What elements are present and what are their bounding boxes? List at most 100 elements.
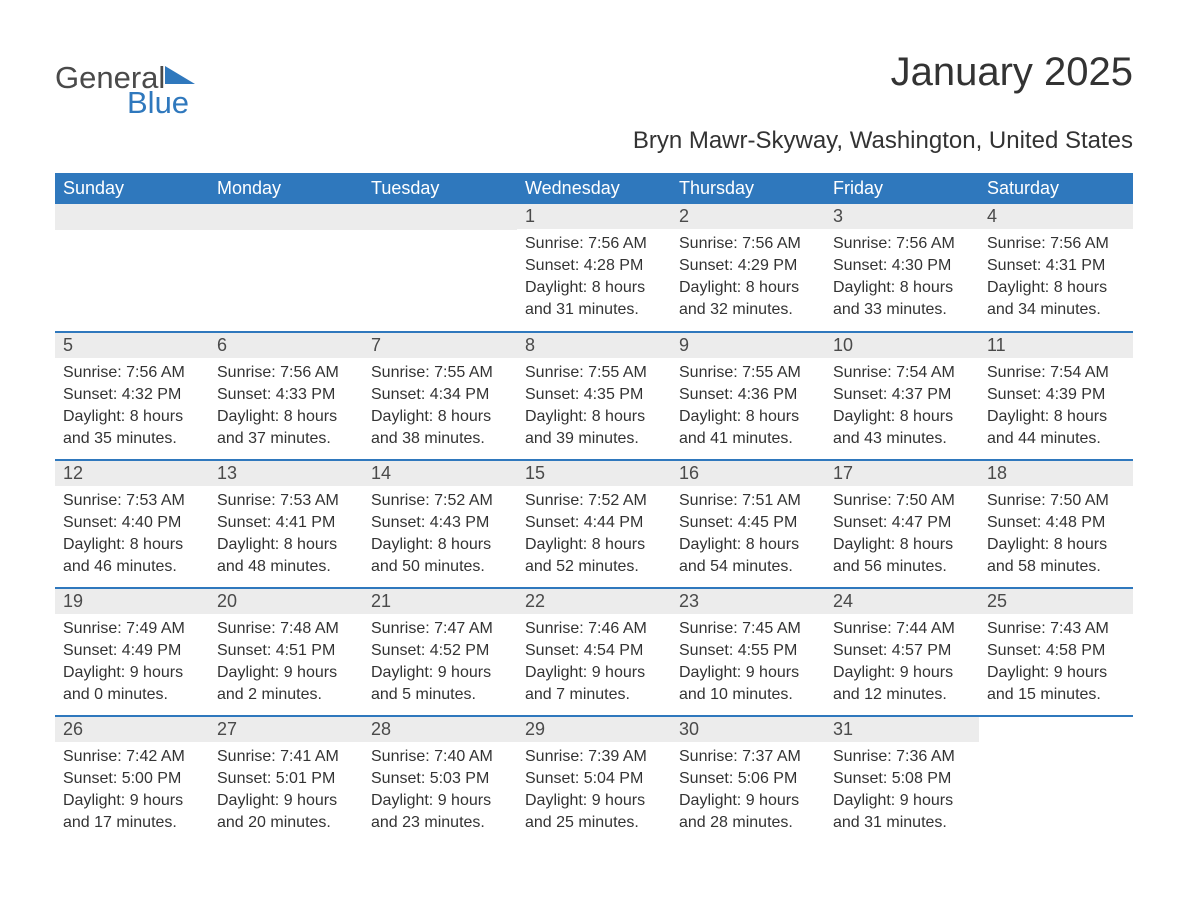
calendar-cell: 28Sunrise: 7:40 AMSunset: 5:03 PMDayligh… — [363, 716, 517, 844]
day-number: 26 — [55, 717, 209, 742]
day-line: Sunrise: 7:56 AM — [987, 233, 1125, 255]
day-content: Sunrise: 7:56 AMSunset: 4:29 PMDaylight:… — [671, 229, 825, 327]
day-number: 13 — [209, 461, 363, 486]
calendar-cell: 1Sunrise: 7:56 AMSunset: 4:28 PMDaylight… — [517, 204, 671, 332]
calendar-cell: 7Sunrise: 7:55 AMSunset: 4:34 PMDaylight… — [363, 332, 517, 460]
page-header: General Blue January 2025 — [55, 50, 1133, 121]
day-content: Sunrise: 7:49 AMSunset: 4:49 PMDaylight:… — [55, 614, 209, 712]
calendar-cell — [55, 204, 209, 332]
day-content: Sunrise: 7:51 AMSunset: 4:45 PMDaylight:… — [671, 486, 825, 584]
day-line: Sunset: 5:08 PM — [833, 768, 971, 790]
calendar-cell — [363, 204, 517, 332]
day-line: Sunrise: 7:50 AM — [833, 490, 971, 512]
day-line: Sunset: 4:30 PM — [833, 255, 971, 277]
calendar-row: 26Sunrise: 7:42 AMSunset: 5:00 PMDayligh… — [55, 716, 1133, 844]
day-line: Daylight: 9 hours — [371, 662, 509, 684]
day-number: 17 — [825, 461, 979, 486]
day-line: and 23 minutes. — [371, 812, 509, 834]
calendar-cell: 24Sunrise: 7:44 AMSunset: 4:57 PMDayligh… — [825, 588, 979, 716]
day-line: Sunset: 4:36 PM — [679, 384, 817, 406]
day-line: Sunset: 4:45 PM — [679, 512, 817, 534]
day-number: 19 — [55, 589, 209, 614]
day-line: and 38 minutes. — [371, 428, 509, 450]
calendar-row: 19Sunrise: 7:49 AMSunset: 4:49 PMDayligh… — [55, 588, 1133, 716]
day-line: and 25 minutes. — [525, 812, 663, 834]
day-line: Daylight: 8 hours — [371, 406, 509, 428]
day-number: 28 — [363, 717, 517, 742]
day-line: and 37 minutes. — [217, 428, 355, 450]
day-content: Sunrise: 7:50 AMSunset: 4:47 PMDaylight:… — [825, 486, 979, 584]
day-content: Sunrise: 7:46 AMSunset: 4:54 PMDaylight:… — [517, 614, 671, 712]
day-line: Sunrise: 7:37 AM — [679, 746, 817, 768]
logo-sail-icon — [165, 66, 195, 84]
day-line: and 44 minutes. — [987, 428, 1125, 450]
day-line: Sunset: 4:47 PM — [833, 512, 971, 534]
day-line: and 41 minutes. — [679, 428, 817, 450]
day-line: Sunset: 4:32 PM — [63, 384, 201, 406]
day-number: 31 — [825, 717, 979, 742]
day-line: Sunset: 4:29 PM — [679, 255, 817, 277]
day-line: and 56 minutes. — [833, 556, 971, 578]
day-line: Daylight: 8 hours — [525, 534, 663, 556]
calendar-cell: 31Sunrise: 7:36 AMSunset: 5:08 PMDayligh… — [825, 716, 979, 844]
day-line: Sunset: 4:49 PM — [63, 640, 201, 662]
day-line: Sunset: 4:35 PM — [525, 384, 663, 406]
day-line: Sunset: 4:28 PM — [525, 255, 663, 277]
day-line: Daylight: 9 hours — [525, 662, 663, 684]
calendar-cell: 27Sunrise: 7:41 AMSunset: 5:01 PMDayligh… — [209, 716, 363, 844]
day-line: Daylight: 8 hours — [833, 534, 971, 556]
day-line: Sunrise: 7:56 AM — [679, 233, 817, 255]
day-number: 30 — [671, 717, 825, 742]
day-number: 27 — [209, 717, 363, 742]
calendar-cell: 11Sunrise: 7:54 AMSunset: 4:39 PMDayligh… — [979, 332, 1133, 460]
calendar-cell: 26Sunrise: 7:42 AMSunset: 5:00 PMDayligh… — [55, 716, 209, 844]
day-number: 21 — [363, 589, 517, 614]
day-number: 9 — [671, 333, 825, 358]
day-content: Sunrise: 7:56 AMSunset: 4:31 PMDaylight:… — [979, 229, 1133, 327]
day-number: 8 — [517, 333, 671, 358]
day-line: Sunrise: 7:56 AM — [525, 233, 663, 255]
day-line: Daylight: 9 hours — [679, 790, 817, 812]
day-line: and 28 minutes. — [679, 812, 817, 834]
day-line: Sunrise: 7:49 AM — [63, 618, 201, 640]
calendar-cell: 2Sunrise: 7:56 AMSunset: 4:29 PMDaylight… — [671, 204, 825, 332]
day-line: and 31 minutes. — [525, 299, 663, 321]
day-content: Sunrise: 7:44 AMSunset: 4:57 PMDaylight:… — [825, 614, 979, 712]
day-line: and 32 minutes. — [679, 299, 817, 321]
day-line: Sunrise: 7:48 AM — [217, 618, 355, 640]
day-content: Sunrise: 7:53 AMSunset: 4:41 PMDaylight:… — [209, 486, 363, 584]
day-line: and 12 minutes. — [833, 684, 971, 706]
day-content: Sunrise: 7:50 AMSunset: 4:48 PMDaylight:… — [979, 486, 1133, 584]
calendar-cell: 17Sunrise: 7:50 AMSunset: 4:47 PMDayligh… — [825, 460, 979, 588]
day-line: Sunrise: 7:56 AM — [63, 362, 201, 384]
day-content: Sunrise: 7:52 AMSunset: 4:44 PMDaylight:… — [517, 486, 671, 584]
day-line: Daylight: 9 hours — [63, 790, 201, 812]
calendar-cell: 16Sunrise: 7:51 AMSunset: 4:45 PMDayligh… — [671, 460, 825, 588]
day-line: Sunset: 4:52 PM — [371, 640, 509, 662]
day-line: Sunrise: 7:40 AM — [371, 746, 509, 768]
day-line: Daylight: 9 hours — [525, 790, 663, 812]
day-number: 3 — [825, 204, 979, 229]
day-line: Sunrise: 7:54 AM — [987, 362, 1125, 384]
day-line: Sunrise: 7:53 AM — [63, 490, 201, 512]
day-line: Daylight: 9 hours — [217, 790, 355, 812]
day-line: Sunset: 5:06 PM — [679, 768, 817, 790]
empty-day-header — [209, 204, 363, 230]
calendar-cell: 29Sunrise: 7:39 AMSunset: 5:04 PMDayligh… — [517, 716, 671, 844]
day-line: Daylight: 8 hours — [987, 406, 1125, 428]
day-line: and 15 minutes. — [987, 684, 1125, 706]
day-number: 2 — [671, 204, 825, 229]
calendar-cell: 20Sunrise: 7:48 AMSunset: 4:51 PMDayligh… — [209, 588, 363, 716]
weekday-header-row: SundayMondayTuesdayWednesdayThursdayFrid… — [55, 173, 1133, 204]
day-line: Sunset: 4:33 PM — [217, 384, 355, 406]
day-content: Sunrise: 7:37 AMSunset: 5:06 PMDaylight:… — [671, 742, 825, 840]
weekday-header: Wednesday — [517, 173, 671, 204]
day-line: Sunrise: 7:55 AM — [679, 362, 817, 384]
day-content: Sunrise: 7:56 AMSunset: 4:30 PMDaylight:… — [825, 229, 979, 327]
day-line: Sunset: 4:31 PM — [987, 255, 1125, 277]
day-line: Daylight: 9 hours — [833, 662, 971, 684]
day-content: Sunrise: 7:54 AMSunset: 4:39 PMDaylight:… — [979, 358, 1133, 456]
day-line: and 17 minutes. — [63, 812, 201, 834]
day-line: Sunset: 5:03 PM — [371, 768, 509, 790]
day-number: 4 — [979, 204, 1133, 229]
